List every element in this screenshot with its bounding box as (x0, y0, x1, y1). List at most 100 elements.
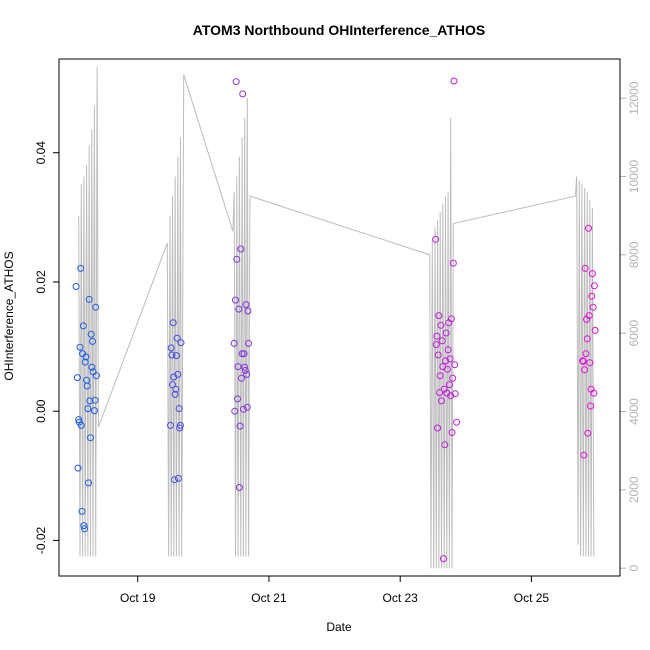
data-point (73, 374, 81, 382)
data-point (169, 319, 177, 327)
data-point (440, 555, 447, 563)
data-point (435, 312, 443, 320)
data-point (584, 429, 592, 437)
y-tick-label: 0.00 (34, 399, 48, 423)
data-point (83, 382, 91, 390)
data-point (232, 78, 240, 86)
data-point (230, 339, 238, 347)
data-point (81, 358, 89, 366)
axes-layer: Oct 19 Oct 21 Oct 23 Oct 25 -0.02 0.00 0.02 0.0… (34, 81, 641, 605)
data-point (590, 389, 598, 397)
data-point (434, 351, 442, 359)
data-point (237, 245, 245, 253)
data-point (451, 361, 459, 369)
data-point (581, 264, 589, 272)
data-point (81, 525, 89, 533)
data-point (436, 372, 444, 380)
data-point (579, 357, 587, 365)
data-point (239, 405, 247, 413)
data-point (241, 363, 249, 371)
data-point (234, 395, 241, 403)
x-tick-label: Oct 19 (120, 591, 156, 605)
data-point (75, 416, 83, 424)
secondary-series-line (78, 66, 595, 569)
data-point (89, 337, 96, 345)
data-point (241, 367, 249, 374)
data-point (451, 390, 459, 398)
data-point (176, 421, 184, 429)
data-point (79, 322, 87, 330)
data-point (86, 397, 94, 405)
data-point (582, 350, 590, 358)
data-point (589, 303, 597, 311)
data-point (236, 422, 244, 430)
scatter-points-layer (72, 77, 599, 563)
data-point (173, 334, 181, 342)
y2-tick-label: 10000 (627, 159, 641, 193)
data-point (82, 353, 90, 361)
data-point (235, 484, 243, 491)
data-point (434, 424, 442, 432)
data-point (244, 307, 252, 315)
data-point (586, 359, 594, 367)
data-point (437, 321, 445, 329)
data-point (74, 464, 82, 472)
data-point (85, 295, 93, 303)
data-point (446, 355, 454, 363)
data-point (85, 479, 92, 487)
data-point (432, 235, 440, 243)
data-point (588, 270, 596, 278)
data-point (167, 421, 174, 429)
data-point (169, 381, 176, 389)
data-point (175, 405, 183, 413)
data-point (243, 403, 251, 411)
data-point (441, 441, 449, 449)
data-point (436, 389, 444, 396)
x-tick-label: Oct 21 (251, 591, 287, 605)
y-axis-label: OHInterference_ATHOS (2, 251, 16, 380)
data-point (234, 363, 242, 371)
data-point (442, 357, 449, 365)
data-point (591, 326, 599, 334)
data-point (243, 370, 251, 378)
data-point (438, 337, 446, 345)
data-point (588, 292, 596, 300)
data-point (583, 335, 591, 343)
plot-frame (58, 58, 621, 577)
x-axis-label: Date (326, 620, 352, 634)
data-point (443, 365, 451, 373)
chart-title: ATOM3 Northbound OHInterference_ATHOS (193, 22, 485, 38)
data-point (174, 370, 182, 378)
data-point (450, 77, 458, 85)
data-point (245, 339, 253, 347)
data-point (581, 366, 589, 374)
data-point (92, 372, 100, 380)
data-point (77, 264, 85, 272)
secondary-series-layer (78, 66, 595, 569)
data-point (231, 407, 239, 415)
y-tick-label: 0.02 (34, 270, 48, 294)
y2-tick-label: 4000 (627, 398, 641, 425)
data-point (239, 90, 247, 98)
data-point (167, 344, 175, 352)
x-tick-label: Oct 25 (514, 591, 550, 605)
data-point (240, 350, 248, 358)
y2-tick-label: 8000 (627, 241, 641, 268)
data-point (235, 305, 243, 313)
data-point (171, 476, 178, 484)
data-point (587, 402, 594, 410)
data-point (172, 352, 180, 360)
data-point (590, 282, 598, 290)
data-point (579, 357, 587, 365)
data-point (177, 339, 185, 347)
data-point (172, 385, 180, 393)
data-point (233, 255, 241, 263)
data-point (432, 341, 440, 349)
data-point (78, 507, 86, 515)
data-point (91, 396, 99, 404)
data-point (438, 397, 445, 405)
y2-tick-label: 12000 (627, 81, 641, 115)
x-tick-label: Oct 23 (383, 591, 419, 605)
data-point (174, 474, 182, 482)
